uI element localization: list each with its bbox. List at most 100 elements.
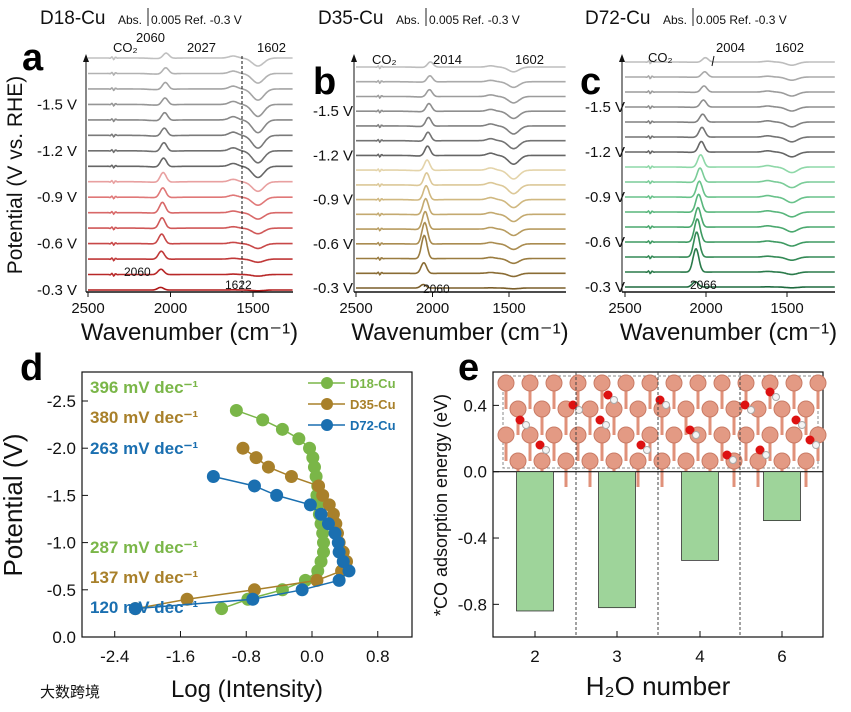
data-point xyxy=(322,498,336,512)
cu-atom xyxy=(725,400,743,418)
cu-atom xyxy=(809,374,827,392)
cu-atom xyxy=(785,374,803,392)
legend-label: D18-Cu xyxy=(350,376,396,391)
bar-2 xyxy=(516,471,554,612)
scale-label: Abs. xyxy=(663,13,687,27)
tafel-slope-label: 263 mV dec⁻¹ xyxy=(90,439,199,458)
arrow-icon xyxy=(711,55,715,67)
data-point xyxy=(206,470,220,484)
tafel-slope-label: 380 mV dec⁻¹ xyxy=(90,408,199,427)
x-tick-label: 6 xyxy=(777,647,786,666)
potential-label: -0.6 V xyxy=(313,236,353,253)
data-point xyxy=(342,564,356,578)
spectrum-trace xyxy=(356,283,566,290)
hydrogen-atom xyxy=(602,421,610,429)
spectrum-trace xyxy=(88,201,293,220)
tafel-slope-label: 287 mV dec⁻¹ xyxy=(90,538,199,557)
spectrum-trace xyxy=(356,261,566,278)
spectrum-trace xyxy=(625,140,835,158)
x-tick-label: -0.8 xyxy=(232,647,261,666)
oxygen-atom xyxy=(740,400,750,410)
cu-atom xyxy=(713,374,731,392)
oxygen-atom xyxy=(765,387,775,397)
spectrum-trace xyxy=(88,127,293,149)
legend-marker xyxy=(321,398,333,410)
potential-label: -1.2 V xyxy=(37,143,77,160)
oxygen-atom xyxy=(636,440,646,450)
cu-atom xyxy=(497,374,515,392)
spectrum-trace xyxy=(356,197,566,223)
x-tick-label: 2000 xyxy=(154,300,187,317)
tafel-slope-label: 120 mV dec⁻¹ xyxy=(90,598,199,617)
annotation-peak: 2066 xyxy=(690,278,717,292)
x-tick-label: 1500 xyxy=(492,300,525,317)
bar-6 xyxy=(763,471,801,522)
cu-atom xyxy=(545,374,563,392)
x-tick-label: 0.8 xyxy=(366,647,390,666)
spectrum-trace xyxy=(88,187,293,207)
data-point xyxy=(328,526,342,540)
tafel-slope-label: 396 mV dec⁻¹ xyxy=(90,378,199,397)
x-tick-label: 4 xyxy=(695,647,704,666)
data-point xyxy=(249,451,263,465)
x-tick-label: 2500 xyxy=(71,300,104,317)
potential-label: -1.5 V xyxy=(37,96,77,113)
cu-atom xyxy=(497,426,515,444)
cu-atom xyxy=(701,452,719,470)
hydrogen-atom xyxy=(542,446,550,454)
y-tick-label: -1.0 xyxy=(47,534,76,553)
cu-atom xyxy=(689,374,707,392)
cu-atom xyxy=(797,400,815,418)
bar-4 xyxy=(681,471,719,561)
y-tick-label: -0.8 xyxy=(458,595,487,614)
panel-title: D18-Cu xyxy=(40,8,105,29)
panel-letter: c xyxy=(580,61,601,103)
hydrogen-atom xyxy=(762,451,770,459)
structure-inset xyxy=(497,374,827,487)
cu-atom xyxy=(641,374,659,392)
cu-atom xyxy=(737,374,755,392)
annotation-peak: 2060 xyxy=(136,30,165,45)
x-tick-label: 2500 xyxy=(339,300,372,317)
annotation-peak: 2004 xyxy=(716,40,745,55)
data-point xyxy=(247,479,261,493)
data-point xyxy=(303,441,317,455)
hydrogen-atom xyxy=(692,431,700,439)
x-axis-label: H₂O number xyxy=(586,671,731,701)
cu-atom xyxy=(629,400,647,418)
annotation-co2: CO₂ xyxy=(648,50,673,65)
spectrum-trace xyxy=(356,234,566,265)
cu-atom xyxy=(569,374,587,392)
spectrum-trace xyxy=(356,131,566,150)
data-point xyxy=(303,498,317,512)
cu-atom xyxy=(593,374,611,392)
cu-atom xyxy=(509,400,527,418)
cu-atom xyxy=(617,374,635,392)
hydrogen-atom xyxy=(747,406,755,414)
spectrum-trace xyxy=(625,71,835,81)
potential-label: -0.9 V xyxy=(37,189,77,206)
x-tick-label: 1500 xyxy=(770,300,803,317)
x-axis-label: Wavenumber (cm⁻¹) xyxy=(620,319,837,346)
spectrum-trace xyxy=(356,184,566,209)
inset-frame xyxy=(502,375,819,469)
cu-atom xyxy=(713,426,731,444)
annotation-peak: 1602 xyxy=(775,40,804,55)
data-point xyxy=(128,602,142,616)
spectrum-trace xyxy=(88,157,293,179)
oxygen-atom xyxy=(685,425,695,435)
spectrum-trace xyxy=(356,61,566,73)
x-tick-label: 2000 xyxy=(416,300,449,317)
annotation-peak: 2027 xyxy=(187,40,216,55)
legend-label: D35-Cu xyxy=(350,397,396,412)
spectrum-trace xyxy=(356,102,566,120)
potential-label: -0.9 V xyxy=(313,192,353,209)
spectrum-trace xyxy=(88,66,293,84)
cu-atom xyxy=(521,374,539,392)
spectrum-trace xyxy=(625,206,835,233)
data-point xyxy=(236,441,250,455)
potential-label: -1.2 V xyxy=(313,147,353,164)
cu-atom xyxy=(557,452,575,470)
